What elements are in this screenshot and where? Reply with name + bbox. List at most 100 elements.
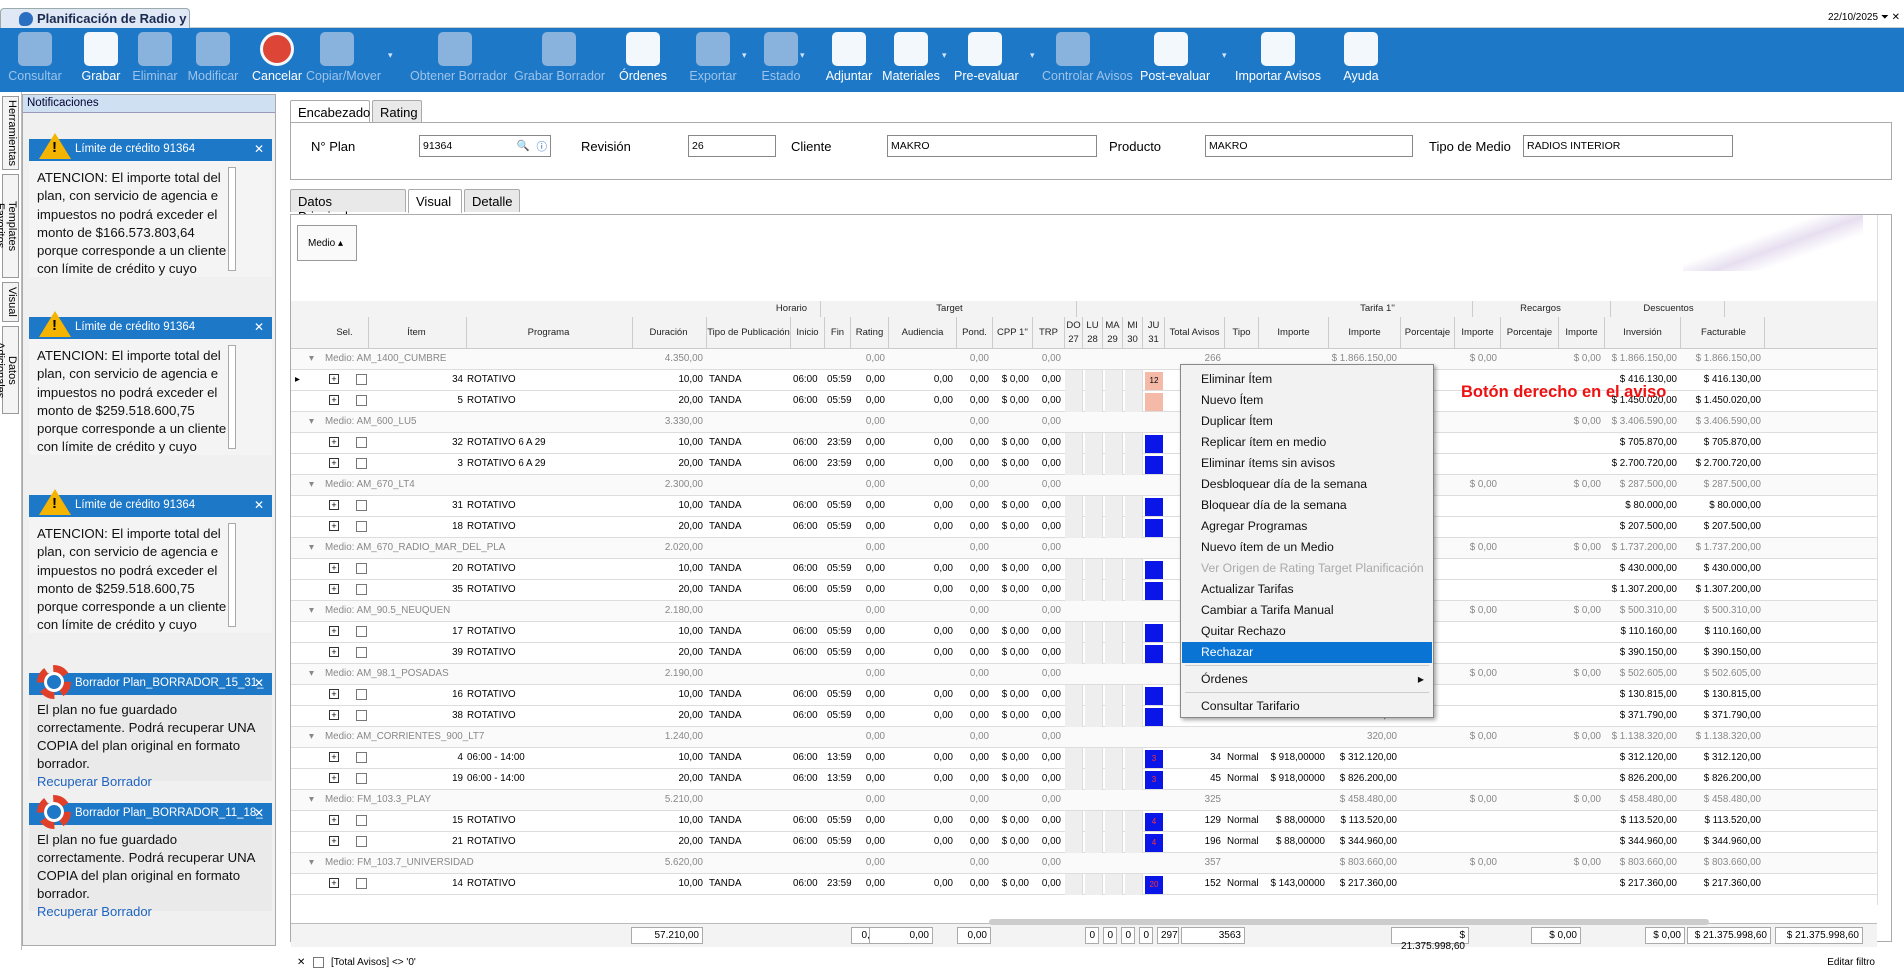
day-cell[interactable] <box>1125 433 1143 454</box>
day-cell[interactable] <box>1125 496 1143 517</box>
toolbar-button-14[interactable]: Controlar Avisos <box>1042 32 1133 90</box>
toolbar-button-12[interactable]: Materiales <box>880 32 942 90</box>
search-icon[interactable]: 🔍 <box>516 140 530 152</box>
day-cell[interactable] <box>1085 622 1103 643</box>
tab-0[interactable]: Encabezado <box>290 100 370 124</box>
col-header-14[interactable]: MA 29 <box>1103 317 1123 348</box>
day-cell[interactable] <box>1085 643 1103 664</box>
vtab-3[interactable]: Datos Adicionales <box>0 326 19 414</box>
day-cell[interactable] <box>1125 580 1143 601</box>
menu-item-10[interactable]: Actualizar Tarifas <box>1201 582 1294 596</box>
expand-icon[interactable]: + <box>329 437 339 447</box>
col-header-16[interactable]: JU 31 <box>1143 317 1165 348</box>
menu-item-11[interactable]: Cambiar a Tarifa Manual <box>1201 603 1334 617</box>
row-checkbox[interactable] <box>356 395 367 406</box>
dropdown-arrow-2[interactable]: ▾ <box>800 50 805 60</box>
toolbar-button-1[interactable]: Grabar <box>70 32 132 90</box>
day-cell[interactable] <box>1085 454 1103 475</box>
collapse-icon[interactable]: ▾ <box>309 416 314 427</box>
toolbar-button-11[interactable]: Adjuntar <box>818 32 880 90</box>
col-header-9[interactable]: Pond. <box>957 317 993 348</box>
day-cell[interactable] <box>1065 391 1083 412</box>
col-header-26[interactable]: Facturable <box>1683 317 1765 348</box>
day-cell[interactable] <box>1085 370 1103 391</box>
menu-item-6[interactable]: Bloquear día de la semana <box>1201 498 1347 512</box>
expand-icon[interactable]: + <box>329 584 339 594</box>
table-row[interactable]: +3 ROTATIVO 6 A 29 20,00 TANDA 06:00 23:59 0,0… <box>291 454 1877 475</box>
group-row[interactable]: ▾Medio: AM_670_LT42.300,000,000,000,0050… <box>291 475 1877 496</box>
toolbar-button-4[interactable]: Cancelar <box>246 32 308 90</box>
day-ju31-cell[interactable] <box>1145 687 1163 705</box>
vtab-2[interactable]: Visual <box>2 282 19 322</box>
col-header-22[interactable]: Importe <box>1455 317 1501 348</box>
row-checkbox[interactable] <box>356 374 367 385</box>
day-ju31-cell[interactable] <box>1145 561 1163 579</box>
day-ju31-cell[interactable] <box>1145 582 1163 600</box>
group-row[interactable]: ▾ Medio: AM_CORRIENTES_900_LT7 1.240,00 0,0… <box>291 727 1877 748</box>
col-header-3[interactable]: Duración <box>631 317 707 348</box>
filter-enable-checkbox[interactable] <box>313 957 324 968</box>
table-row[interactable]: +15 ROTATIVO 10,00 TANDA 06:00 05:59 0,00 0,00 0… <box>291 811 1877 832</box>
day-cell[interactable] <box>1105 517 1123 538</box>
day-cell[interactable] <box>1065 580 1083 601</box>
day-cell[interactable] <box>1065 370 1083 391</box>
group-row[interactable]: ▾ Medio: FM_103.3_PLAY 5.210,00 0,00 0,00 0,0… <box>291 790 1877 811</box>
day-ju31-cell[interactable] <box>1145 519 1163 537</box>
row-checkbox[interactable] <box>356 752 367 763</box>
expand-icon[interactable]: + <box>329 773 339 783</box>
col-header-17[interactable]: Total Avisos <box>1165 317 1225 348</box>
day-cell[interactable] <box>1085 496 1103 517</box>
app-tab[interactable]: Planificación de Radio y TV <box>0 8 190 41</box>
dropdown-arrow-0[interactable]: ▾ <box>388 50 393 60</box>
day-cell[interactable] <box>1125 685 1143 706</box>
day-cell[interactable] <box>1105 748 1123 769</box>
day-cell[interactable] <box>1125 370 1143 391</box>
toolbar-button-9[interactable]: Exportar <box>682 32 744 90</box>
subtab-0[interactable]: Datos Principales <box>290 189 406 224</box>
day-cell[interactable] <box>1125 391 1143 412</box>
menu-item-8[interactable]: Nuevo ítem de un Medio <box>1201 540 1334 554</box>
col-header-7[interactable]: Rating <box>851 317 889 348</box>
day-cell[interactable] <box>1125 643 1143 664</box>
clear-filter-icon[interactable]: ✕ <box>297 957 306 968</box>
day-cell[interactable] <box>1125 454 1143 475</box>
table-row[interactable]: +32 ROTATIVO 6 A 29 10,00 TANDA 06:00 23:59 0,… <box>291 433 1877 454</box>
col-header-11[interactable]: TRP <box>1033 317 1065 348</box>
row-checkbox[interactable] <box>356 689 367 700</box>
day-cell[interactable] <box>1085 748 1103 769</box>
menu-item-5[interactable]: Desbloquear día de la semana <box>1201 477 1367 491</box>
toolbar-button-10[interactable]: Estado <box>750 32 812 90</box>
day-ju31-cell[interactable] <box>1145 456 1163 474</box>
col-header-24[interactable]: Importe <box>1559 317 1605 348</box>
info-icon[interactable]: ⓘ <box>536 141 548 153</box>
toolbar-button-5[interactable]: Copiar/Mover <box>306 32 381 90</box>
expand-icon[interactable]: + <box>329 395 339 405</box>
dropdown-arrow-4[interactable]: ▾ <box>1030 50 1035 60</box>
row-checkbox[interactable] <box>356 710 367 721</box>
day-cell[interactable] <box>1065 559 1083 580</box>
day-cell[interactable] <box>1125 517 1143 538</box>
collapse-icon[interactable]: ▾ <box>309 353 314 364</box>
toolbar-button-8[interactable]: Órdenes <box>612 32 674 90</box>
table-row[interactable]: +39 ROTATIVO 20,00 TANDA 06:00 05:59 0,00 0,00 0… <box>291 643 1877 664</box>
day-ju31-cell[interactable]: 4 <box>1145 834 1163 852</box>
expand-icon[interactable]: + <box>329 815 339 825</box>
day-cell[interactable] <box>1065 517 1083 538</box>
day-ju31-cell[interactable] <box>1145 708 1163 726</box>
day-cell[interactable] <box>1085 706 1103 727</box>
menu-item-12[interactable]: Quitar Rechazo <box>1201 624 1286 638</box>
notification-scrollbar[interactable] <box>228 167 236 271</box>
expand-icon[interactable]: + <box>329 500 339 510</box>
close-icon[interactable]: ✕ <box>253 676 264 690</box>
day-cell[interactable] <box>1085 811 1103 832</box>
revision-input[interactable]: 26 <box>688 135 776 157</box>
expand-icon[interactable]: + <box>329 710 339 720</box>
day-cell[interactable] <box>1125 706 1143 727</box>
col-header-4[interactable]: Tipo de Publicación <box>707 317 791 348</box>
group-row[interactable]: ▾ Medio: AM_90.5_NEUQUEN 2.180,00 0,00 0,00 0… <box>291 601 1877 622</box>
toolbar-button-6[interactable]: Obtener Borrador <box>410 32 507 90</box>
expand-icon[interactable]: + <box>329 689 339 699</box>
day-cell[interactable] <box>1125 832 1143 853</box>
day-ju31-cell[interactable]: 4 <box>1145 813 1163 831</box>
group-row[interactable]: ▾ Medio: FM_103.7_UNIVERSIDAD 5.620,00 0,00… <box>291 853 1877 874</box>
